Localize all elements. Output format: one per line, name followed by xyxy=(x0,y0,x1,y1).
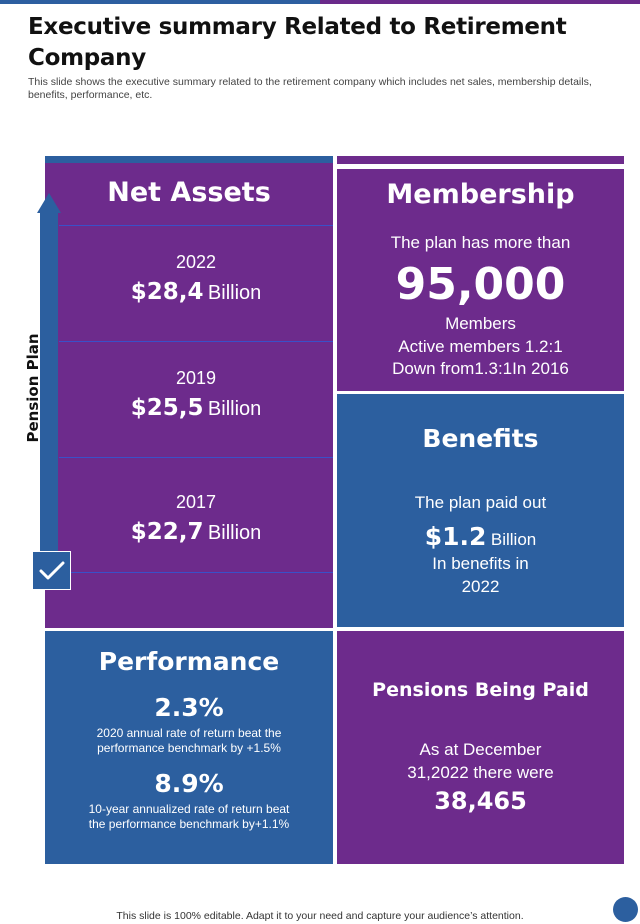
net-assets-row: 2022 $28,4 Billion xyxy=(59,225,333,342)
page-subtitle: This slide shows the executive summary r… xyxy=(28,76,592,101)
net-assets-amount: $25,5 Billion xyxy=(59,395,333,421)
top-accent-bar-purple xyxy=(320,0,640,4)
benefits-intro: The plan paid out xyxy=(414,493,547,512)
page-title: Executive summary Related to Retirement … xyxy=(28,14,567,71)
net-assets-title: Net Assets xyxy=(107,177,271,208)
performance-metric-value: 8.9% xyxy=(154,769,224,798)
benefits-year: 2022 xyxy=(461,577,500,596)
net-assets-row: 2017 $22,7 Billion xyxy=(59,457,333,574)
net-assets-amount: $28,4 Billion xyxy=(59,279,333,305)
net-assets-unit: Billion xyxy=(207,398,262,420)
performance-metric-desc: 10-year annualized rate of return beat t… xyxy=(88,802,290,831)
net-assets-value: $28,4 xyxy=(130,279,204,305)
net-assets-year: 2017 xyxy=(175,492,217,512)
check-icon xyxy=(32,551,71,590)
arrow-up-icon xyxy=(40,210,58,575)
pension-plan-text: Pension Plan xyxy=(24,333,42,443)
membership-intro: The plan has more than xyxy=(390,233,571,252)
membership-active: Active members 1.2:1 xyxy=(398,337,563,356)
footer-note: This slide is 100% editable. Adapt it to… xyxy=(116,910,524,922)
net-assets-unit: Billion xyxy=(207,282,262,304)
benefits-title: Benefits xyxy=(422,424,539,453)
membership-down: Down from1.3:1In 2016 xyxy=(392,359,569,378)
benefits-amount: $1.2 Billion xyxy=(337,522,624,551)
net-assets-unit: Billion xyxy=(207,522,262,544)
net-assets-value: $25,5 xyxy=(130,395,204,421)
benefits-unit: Billion xyxy=(490,530,537,549)
net-assets-divider xyxy=(59,572,333,573)
membership-count: 95,000 xyxy=(395,259,566,310)
membership-title: Membership xyxy=(386,179,575,210)
pensions-line: 31,2022 there were xyxy=(407,763,554,782)
pensions-title: Pensions Being Paid xyxy=(372,679,589,701)
performance-metric-desc: 2020 annual rate of return beat the perf… xyxy=(96,726,282,755)
pensions-panel: Pensions Being Paid As at December 31,20… xyxy=(337,631,624,864)
net-assets-row: 2019 $25,5 Billion xyxy=(59,341,333,458)
membership-panel: Membership The plan has more than 95,000… xyxy=(337,169,624,391)
page-indicator-dot xyxy=(613,897,638,922)
pensions-count: 38,465 xyxy=(434,787,527,815)
benefits-value: $1.2 xyxy=(424,522,487,551)
performance-panel: Performance 2.3% 2020 annual rate of ret… xyxy=(45,631,333,864)
net-assets-panel: Net Assets 2022 $28,4 Billion 2019 $25,5… xyxy=(45,163,333,628)
top-accent-bar-blue xyxy=(0,0,320,4)
membership-count-label: Members xyxy=(445,314,516,333)
arrow-head-icon xyxy=(37,193,61,213)
performance-metric-value: 2.3% xyxy=(154,693,224,722)
net-assets-amount: $22,7 Billion xyxy=(59,519,333,545)
net-assets-value: $22,7 xyxy=(130,519,204,545)
benefits-line: In benefits in xyxy=(432,554,529,573)
pensions-line: As at December xyxy=(419,740,542,759)
membership-top-strip xyxy=(337,156,624,164)
net-assets-year: 2022 xyxy=(175,252,217,272)
net-assets-header: Net Assets xyxy=(45,163,333,225)
net-assets-year: 2019 xyxy=(175,368,217,388)
net-assets-top-strip xyxy=(45,156,333,164)
performance-title: Performance xyxy=(98,647,280,676)
benefits-panel: Benefits The plan paid out $1.2 Billion … xyxy=(337,394,624,627)
